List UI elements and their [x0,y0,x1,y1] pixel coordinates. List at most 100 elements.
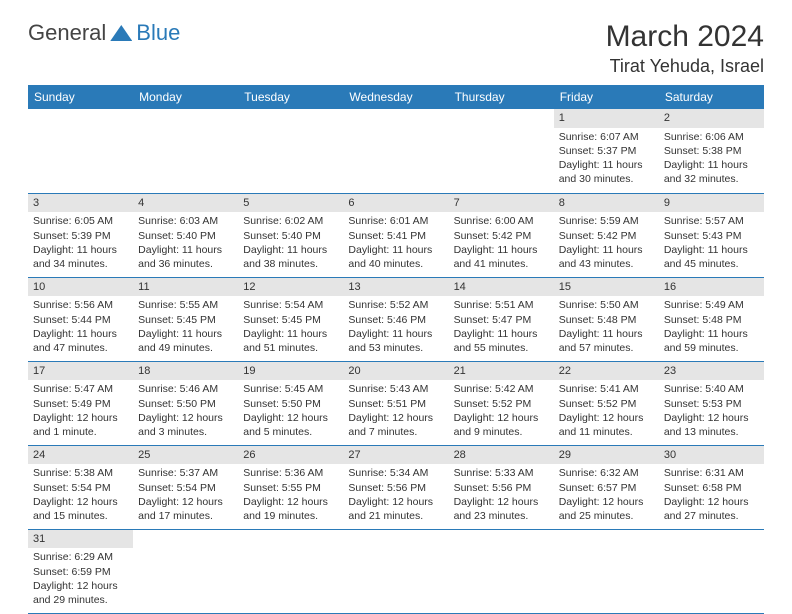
day-number: 21 [449,362,554,381]
day-body: Sunrise: 5:47 AMSunset: 5:49 PMDaylight:… [28,380,133,443]
day-number: 16 [659,278,764,297]
day-number: 1 [554,109,659,128]
sunset-text: Sunset: 5:48 PM [664,313,759,327]
calendar-cell [238,109,343,193]
daylight-text: Daylight: 12 hours and 19 minutes. [243,495,338,523]
sunset-text: Sunset: 5:50 PM [138,397,233,411]
sunrise-text: Sunrise: 5:38 AM [33,466,128,480]
calendar-cell [554,529,659,613]
day-number: 13 [343,278,448,297]
day-body: Sunrise: 5:41 AMSunset: 5:52 PMDaylight:… [554,380,659,443]
daylight-text: Daylight: 12 hours and 5 minutes. [243,411,338,439]
calendar-cell: 31Sunrise: 6:29 AMSunset: 6:59 PMDayligh… [28,529,133,613]
day-number: 31 [28,530,133,549]
calendar-cell: 11Sunrise: 5:55 AMSunset: 5:45 PMDayligh… [133,277,238,361]
day-body: Sunrise: 6:32 AMSunset: 6:57 PMDaylight:… [554,464,659,527]
daylight-text: Daylight: 11 hours and 30 minutes. [559,158,654,186]
day-body: Sunrise: 5:56 AMSunset: 5:44 PMDaylight:… [28,296,133,359]
day-body: Sunrise: 5:46 AMSunset: 5:50 PMDaylight:… [133,380,238,443]
daylight-text: Daylight: 11 hours and 59 minutes. [664,327,759,355]
calendar-cell: 18Sunrise: 5:46 AMSunset: 5:50 PMDayligh… [133,361,238,445]
sunset-text: Sunset: 5:37 PM [559,144,654,158]
daylight-text: Daylight: 11 hours and 49 minutes. [138,327,233,355]
calendar-cell [449,109,554,193]
day-number: 7 [449,194,554,213]
sunrise-text: Sunrise: 5:42 AM [454,382,549,396]
sunset-text: Sunset: 5:49 PM [33,397,128,411]
sunset-text: Sunset: 5:41 PM [348,229,443,243]
sunrise-text: Sunrise: 6:07 AM [559,130,654,144]
sunrise-text: Sunrise: 5:36 AM [243,466,338,480]
sunset-text: Sunset: 5:42 PM [559,229,654,243]
calendar-cell: 23Sunrise: 5:40 AMSunset: 5:53 PMDayligh… [659,361,764,445]
logo: General Blue [28,20,180,46]
sunset-text: Sunset: 5:55 PM [243,481,338,495]
weekday-header: Friday [554,85,659,109]
title-block: March 2024 Tirat Yehuda, Israel [606,20,764,77]
sunset-text: Sunset: 5:46 PM [348,313,443,327]
sunset-text: Sunset: 5:48 PM [559,313,654,327]
day-number: 29 [554,446,659,465]
sunrise-text: Sunrise: 5:49 AM [664,298,759,312]
daylight-text: Daylight: 12 hours and 21 minutes. [348,495,443,523]
sunset-text: Sunset: 5:56 PM [348,481,443,495]
daylight-text: Daylight: 11 hours and 57 minutes. [559,327,654,355]
day-body: Sunrise: 5:54 AMSunset: 5:45 PMDaylight:… [238,296,343,359]
sunrise-text: Sunrise: 6:01 AM [348,214,443,228]
day-number: 4 [133,194,238,213]
sunset-text: Sunset: 6:58 PM [664,481,759,495]
sunrise-text: Sunrise: 5:51 AM [454,298,549,312]
day-number: 28 [449,446,554,465]
day-number: 20 [343,362,448,381]
calendar-cell: 16Sunrise: 5:49 AMSunset: 5:48 PMDayligh… [659,277,764,361]
day-body: Sunrise: 6:29 AMSunset: 6:59 PMDaylight:… [28,548,133,611]
day-body: Sunrise: 6:07 AMSunset: 5:37 PMDaylight:… [554,128,659,191]
logo-text-2: Blue [136,20,180,46]
sunrise-text: Sunrise: 5:52 AM [348,298,443,312]
calendar-cell: 10Sunrise: 5:56 AMSunset: 5:44 PMDayligh… [28,277,133,361]
sunset-text: Sunset: 5:45 PM [243,313,338,327]
calendar-cell: 20Sunrise: 5:43 AMSunset: 5:51 PMDayligh… [343,361,448,445]
daylight-text: Daylight: 12 hours and 23 minutes. [454,495,549,523]
calendar-cell: 27Sunrise: 5:34 AMSunset: 5:56 PMDayligh… [343,445,448,529]
logo-text-1: General [28,20,106,46]
calendar-cell: 30Sunrise: 6:31 AMSunset: 6:58 PMDayligh… [659,445,764,529]
sunrise-text: Sunrise: 5:34 AM [348,466,443,480]
day-body: Sunrise: 5:52 AMSunset: 5:46 PMDaylight:… [343,296,448,359]
sunrise-text: Sunrise: 6:05 AM [33,214,128,228]
calendar-cell: 15Sunrise: 5:50 AMSunset: 5:48 PMDayligh… [554,277,659,361]
day-body: Sunrise: 5:36 AMSunset: 5:55 PMDaylight:… [238,464,343,527]
day-body: Sunrise: 6:31 AMSunset: 6:58 PMDaylight:… [659,464,764,527]
daylight-text: Daylight: 11 hours and 47 minutes. [33,327,128,355]
sunset-text: Sunset: 5:43 PM [664,229,759,243]
month-title: March 2024 [606,20,764,54]
day-number: 25 [133,446,238,465]
location: Tirat Yehuda, Israel [606,56,764,77]
daylight-text: Daylight: 12 hours and 11 minutes. [559,411,654,439]
day-body: Sunrise: 6:00 AMSunset: 5:42 PMDaylight:… [449,212,554,275]
sunset-text: Sunset: 5:47 PM [454,313,549,327]
calendar-cell: 8Sunrise: 5:59 AMSunset: 5:42 PMDaylight… [554,193,659,277]
calendar-cell: 9Sunrise: 5:57 AMSunset: 5:43 PMDaylight… [659,193,764,277]
day-number: 15 [554,278,659,297]
day-number: 8 [554,194,659,213]
daylight-text: Daylight: 12 hours and 1 minute. [33,411,128,439]
daylight-text: Daylight: 12 hours and 7 minutes. [348,411,443,439]
day-number: 14 [449,278,554,297]
calendar-row: 3Sunrise: 6:05 AMSunset: 5:39 PMDaylight… [28,193,764,277]
calendar-cell: 29Sunrise: 6:32 AMSunset: 6:57 PMDayligh… [554,445,659,529]
sunset-text: Sunset: 5:44 PM [33,313,128,327]
daylight-text: Daylight: 11 hours and 32 minutes. [664,158,759,186]
day-number: 26 [238,446,343,465]
sunrise-text: Sunrise: 6:29 AM [33,550,128,564]
calendar-cell: 24Sunrise: 5:38 AMSunset: 5:54 PMDayligh… [28,445,133,529]
calendar-table: Sunday Monday Tuesday Wednesday Thursday… [28,85,764,614]
day-body: Sunrise: 5:49 AMSunset: 5:48 PMDaylight:… [659,296,764,359]
sunset-text: Sunset: 5:51 PM [348,397,443,411]
day-number: 30 [659,446,764,465]
sunrise-text: Sunrise: 5:40 AM [664,382,759,396]
day-number: 27 [343,446,448,465]
calendar-row: 1Sunrise: 6:07 AMSunset: 5:37 PMDaylight… [28,109,764,193]
sunrise-text: Sunrise: 5:54 AM [243,298,338,312]
daylight-text: Daylight: 11 hours and 41 minutes. [454,243,549,271]
